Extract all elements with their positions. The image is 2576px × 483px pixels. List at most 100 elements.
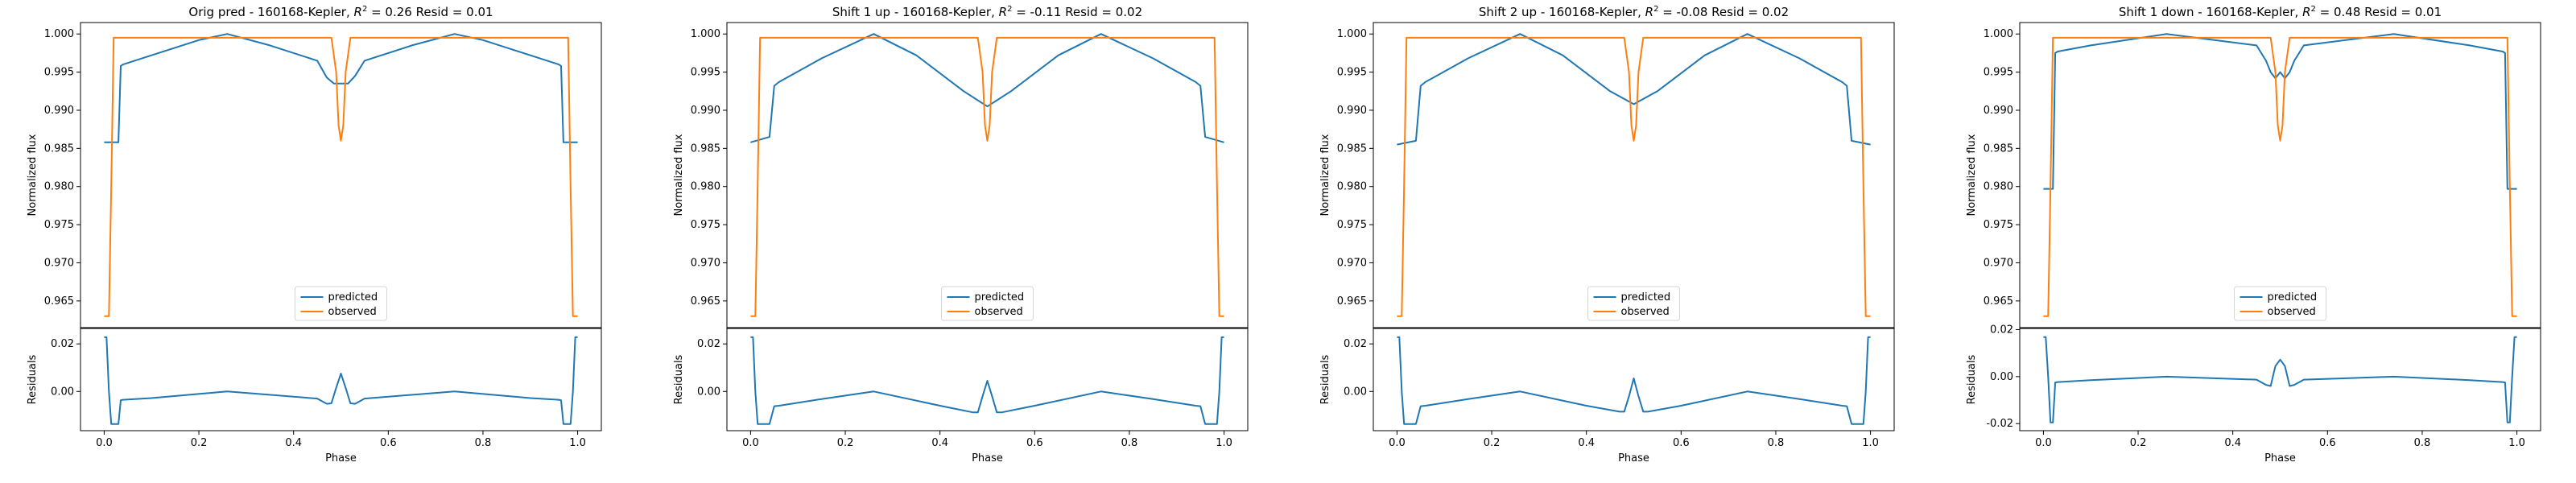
chart-title-r-sup: 2: [362, 5, 367, 14]
residual-line: [1397, 336, 1871, 425]
flux-y-tick-label: 0.985: [691, 142, 720, 155]
flux-y-tick-label: 0.975: [44, 219, 74, 231]
x-tick-label: 0.0: [1389, 437, 1406, 449]
residual-y-tick-label: -0.02: [1986, 418, 2013, 430]
chart-title-prefix: Shift 1 up - 160168-Kepler,: [832, 5, 999, 19]
legend-label-observed: observed: [2268, 306, 2316, 318]
flux-y-tick-label: 0.995: [691, 67, 720, 79]
series-line-observed: [2043, 36, 2517, 317]
x-tick-label: 0.2: [837, 437, 854, 449]
chart-title-suffix: = 0.26 Resid = 0.01: [367, 5, 493, 19]
x-tick-label: 0.6: [2319, 437, 2336, 449]
legend-label-predicted: predicted: [328, 291, 378, 303]
flux-y-tick-label: 0.990: [691, 105, 720, 117]
x-tick-label: 0.6: [1673, 437, 1690, 449]
residual-y-tick-label: 0.00: [51, 386, 74, 398]
chart-title: Shift 1 up - 160168-Kepler, R2 = -0.11 R…: [832, 5, 1142, 19]
legend-label-predicted: predicted: [2268, 291, 2318, 303]
flux-axes-frame: [726, 22, 1249, 328]
residual-y-axis-label: Residuals: [27, 354, 39, 404]
flux-y-tick-label: 0.965: [691, 295, 720, 308]
residual-y-tick-label: 0.02: [1344, 338, 1367, 350]
x-tick-label: 1.0: [2508, 437, 2525, 449]
residual-axes-frame: [1373, 328, 1895, 431]
legend: predicted observed: [941, 286, 1034, 321]
x-axis-label: Phase: [325, 452, 357, 464]
x-tick-label: 0.8: [475, 437, 492, 449]
legend: predicted observed: [295, 286, 387, 321]
residual-y-tick-label: 0.00: [697, 386, 720, 398]
flux-y-axis-label: Normalized flux: [27, 134, 39, 216]
series-line-observed: [104, 36, 578, 317]
flux-y-tick-label: 0.965: [1984, 295, 2013, 308]
x-tick-label: 0.2: [1484, 437, 1501, 449]
flux-y-tick-label: 0.995: [44, 67, 74, 79]
flux-y-tick-label: 1.000: [691, 28, 720, 40]
flux-y-tick-label: 0.980: [44, 181, 74, 193]
flux-y-tick-label: 0.980: [1337, 181, 1367, 193]
chart-panel-2: Shift 1 up - 160168-Kepler, R2 = -0.11 R…: [673, 5, 1249, 464]
flux-y-tick-label: 0.985: [44, 142, 74, 155]
chart-title-suffix: = -0.08 Resid = 0.02: [1658, 5, 1789, 19]
residual-axes-frame: [2019, 328, 2541, 431]
residual-y-axis-label: Residuals: [1319, 354, 1331, 404]
flux-y-tick-label: 0.995: [1984, 67, 2013, 79]
flux-y-tick-label: 0.970: [1337, 257, 1367, 269]
x-tick-label: 1.0: [1216, 437, 1232, 449]
chart-title-r-symbol: R: [999, 5, 1007, 19]
chart-title-r-sup: 2: [1653, 5, 1658, 14]
chart-title-r-symbol: R: [2302, 5, 2310, 19]
x-axis-label: Phase: [972, 452, 1003, 464]
x-tick-label: 0.4: [1578, 437, 1595, 449]
residual-y-tick-label: 0.00: [1344, 386, 1367, 398]
series-line-observed: [750, 36, 1224, 317]
chart-panel-3: Shift 2 up - 160168-Kepler, R2 = -0.08 R…: [1319, 5, 1895, 464]
flux-y-tick-label: 0.975: [1984, 219, 2013, 231]
chart-title-r-symbol: R: [354, 5, 362, 19]
x-tick-label: 1.0: [1862, 437, 1879, 449]
residual-axes-frame: [726, 328, 1249, 431]
x-tick-label: 0.4: [285, 437, 302, 449]
series-line-predicted: [104, 33, 578, 143]
flux-y-tick-label: 0.965: [44, 295, 74, 308]
flux-y-tick-label: 0.980: [691, 181, 720, 193]
chart-title-r-sup: 2: [2311, 5, 2316, 14]
x-tick-label: 0.2: [191, 437, 208, 449]
flux-y-tick-label: 0.980: [1984, 181, 2013, 193]
flux-y-tick-label: 0.995: [1337, 67, 1367, 79]
residual-y-tick-label: 0.02: [1990, 324, 2013, 336]
flux-y-tick-label: 0.990: [44, 105, 74, 117]
residual-y-tick-label: 0.02: [697, 338, 720, 350]
flux-y-axis-label: Normalized flux: [1966, 134, 1978, 216]
flux-y-tick-label: 0.985: [1337, 142, 1367, 155]
flux-y-axis-label: Normalized flux: [673, 134, 685, 216]
x-tick-label: 0.0: [96, 437, 113, 449]
legend: predicted observed: [1587, 286, 1680, 321]
residual-line: [104, 336, 578, 425]
x-tick-label: 0.8: [2414, 437, 2431, 449]
x-tick-label: 0.4: [2224, 437, 2241, 449]
chart-title-suffix: = 0.48 Resid = 0.01: [2316, 5, 2442, 19]
flux-y-tick-label: 0.970: [691, 257, 720, 269]
residual-y-axis-label: Residuals: [673, 354, 685, 404]
flux-y-tick-label: 0.990: [1337, 105, 1367, 117]
residual-line: [750, 336, 1224, 425]
legend-label-predicted: predicted: [1621, 291, 1671, 303]
series-line-predicted: [2043, 33, 2517, 190]
chart-title-r-sup: 2: [1007, 5, 1012, 14]
flux-y-tick-label: 0.985: [1984, 142, 2013, 155]
legend-label-observed: observed: [1621, 306, 1670, 318]
flux-y-tick-label: 1.000: [1984, 28, 2013, 40]
chart-panel-1: Orig pred - 160168-Kepler, R2 = 0.26 Res…: [27, 5, 602, 464]
flux-y-tick-label: 0.965: [1337, 295, 1367, 308]
flux-y-tick-label: 0.975: [691, 219, 720, 231]
x-tick-label: 0.2: [2130, 437, 2147, 449]
chart-title: Orig pred - 160168-Kepler, R2 = 0.26 Res…: [188, 5, 493, 19]
x-tick-label: 1.0: [569, 437, 586, 449]
x-tick-label: 0.8: [1121, 437, 1138, 449]
flux-y-tick-label: 0.970: [1984, 257, 2013, 269]
flux-y-tick-label: 1.000: [44, 28, 74, 40]
flux-y-tick-label: 0.975: [1337, 219, 1367, 231]
chart-title: Shift 1 down - 160168-Kepler, R2 = 0.48 …: [2119, 5, 2442, 19]
